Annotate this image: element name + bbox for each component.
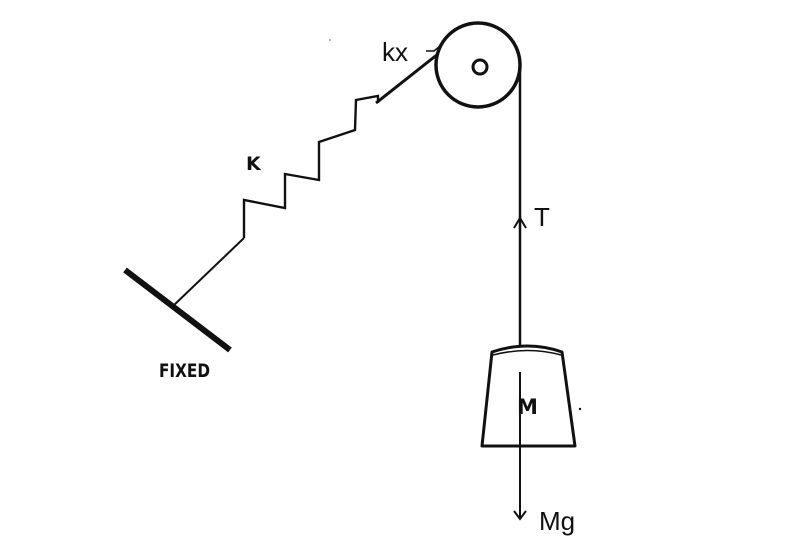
tension-label: T bbox=[534, 202, 550, 232]
spring-force-label: kx bbox=[382, 37, 408, 67]
mass-label: M bbox=[517, 395, 538, 419]
weight-arrow-head bbox=[513, 510, 527, 521]
mass-lid-line bbox=[492, 349, 562, 356]
spring-lower-wire bbox=[172, 237, 245, 307]
pulley-axle bbox=[471, 58, 489, 76]
weight-label: Mg bbox=[539, 506, 575, 536]
fixed-support-label: FIXED bbox=[159, 360, 210, 382]
speck-mark bbox=[329, 39, 331, 41]
spring-constant-label: K bbox=[246, 153, 262, 175]
hanging-mass bbox=[480, 344, 577, 448]
spring-upper-wire bbox=[375, 52, 439, 105]
fixed-support-bar bbox=[123, 267, 232, 353]
speck-mark bbox=[578, 407, 582, 411]
tension-arrow bbox=[513, 216, 527, 229]
spring-coil bbox=[242, 94, 380, 238]
